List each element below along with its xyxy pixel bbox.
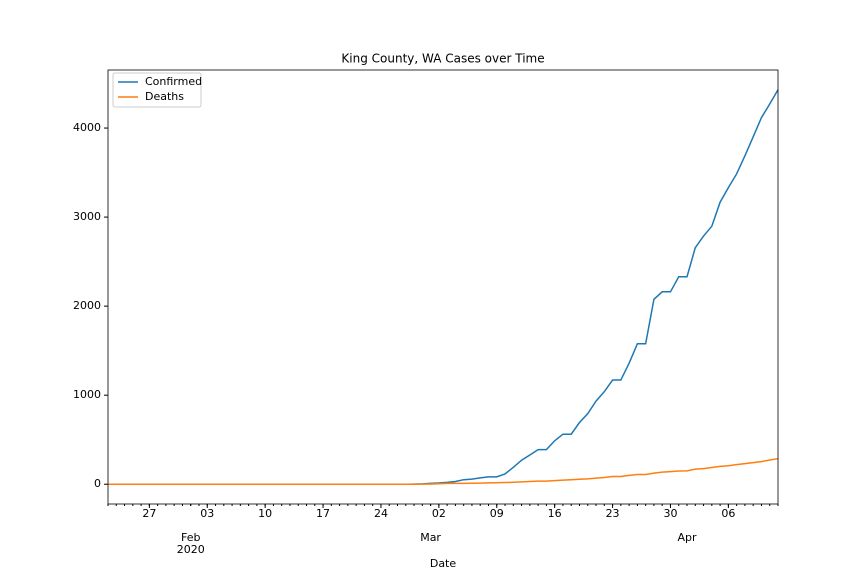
x-tick-label: 30 [663, 507, 677, 520]
x-axis-label: Date [430, 557, 457, 570]
x-major-tick-label: Feb 2020 [177, 531, 205, 556]
x-tick-label: 17 [316, 507, 330, 520]
x-tick-label: 23 [606, 507, 620, 520]
x-major-tick-line: Apr [677, 531, 697, 544]
y-tick-label: 4000 [73, 121, 101, 134]
x-major-tick-line: Feb [181, 531, 200, 544]
x-major-tick-line: Mar [420, 531, 441, 544]
x-tick-label: 24 [374, 507, 388, 520]
x-major-tick-line: 2020 [177, 543, 205, 556]
x-tick-label: 06 [721, 507, 735, 520]
legend-label: Deaths [145, 90, 184, 103]
y-tick-label: 2000 [73, 299, 101, 312]
x-tick-label: 27 [142, 507, 156, 520]
x-tick-label: 10 [258, 507, 272, 520]
y-tick-label: 3000 [73, 210, 101, 223]
x-major-tick-label: Apr [677, 531, 697, 544]
legend-label: Confirmed [145, 75, 202, 88]
x-tick-label: 02 [432, 507, 446, 520]
x-tick-label: 09 [490, 507, 504, 520]
x-tick-label: 16 [548, 507, 562, 520]
plot-frame [107, 69, 779, 505]
series-line [108, 457, 779, 485]
chart-title: King County, WA Cases over Time [341, 52, 544, 66]
x-tick-label: 03 [200, 507, 214, 520]
series-line [108, 89, 779, 485]
y-tick-label: 0 [94, 477, 101, 490]
y-tick-label: 1000 [73, 388, 101, 401]
x-major-tick-label: Mar [420, 531, 441, 544]
